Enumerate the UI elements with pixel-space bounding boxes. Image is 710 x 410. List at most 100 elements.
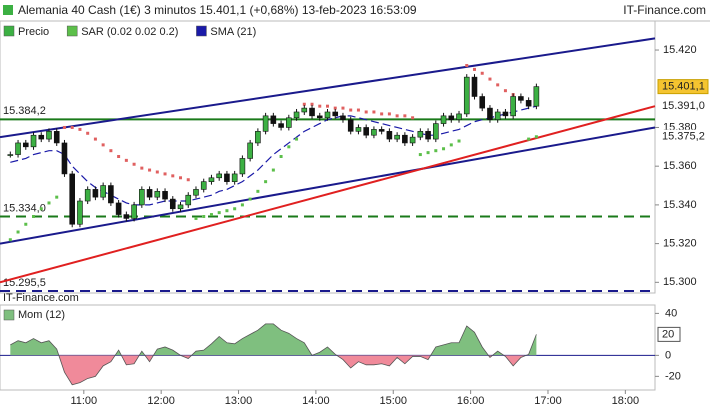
sar-dot <box>148 168 152 172</box>
candle-body <box>77 200 83 225</box>
trend-line <box>0 37 656 139</box>
sar-dot <box>387 112 391 116</box>
sar-dot <box>411 116 415 120</box>
watermark: IT-Finance.com <box>3 292 79 304</box>
sar-dot <box>78 127 82 131</box>
legend-label: SMA (21) <box>210 26 256 38</box>
candle-body <box>115 202 122 215</box>
x-tick-label: 13:00 <box>225 395 253 407</box>
candle-body <box>479 96 486 109</box>
sar-dot <box>225 209 229 213</box>
candle-body <box>131 204 137 219</box>
x-tick-label: 15:00 <box>379 395 407 407</box>
sar-dot <box>179 176 183 180</box>
candle-body <box>525 100 532 107</box>
sar-dot <box>163 172 167 176</box>
legend: Precio SAR (0.02 0.02 0.2) SMA (21) <box>3 25 256 38</box>
candle-body <box>123 214 130 219</box>
level-label: 15.384,2 <box>3 105 46 117</box>
sar-dot <box>171 174 175 178</box>
value-badge <box>658 129 708 144</box>
sar-dot <box>465 64 469 68</box>
sar-dot <box>534 135 538 139</box>
candle-body <box>22 142 29 148</box>
momentum-y-tick-label: 40 <box>665 307 677 319</box>
sar-dot <box>16 230 20 234</box>
y-tick-label: 15.320 <box>663 238 697 250</box>
candle-body <box>108 185 114 204</box>
sar-dot <box>326 104 329 108</box>
sar-dot <box>194 216 198 220</box>
candle-body <box>293 111 300 119</box>
candle-body <box>169 198 176 210</box>
sar-dot <box>472 67 476 71</box>
candle-body <box>154 191 161 198</box>
sar-dot <box>480 71 484 75</box>
sar-dot <box>124 158 128 162</box>
sar-dot <box>341 106 345 110</box>
candle-body <box>46 131 52 140</box>
sar-dot <box>240 203 244 207</box>
y-tick-label: 15.340 <box>663 199 697 211</box>
x-tick-label: 16:00 <box>457 395 485 407</box>
candle-body <box>7 154 14 156</box>
sar-dot <box>449 143 453 147</box>
sar-dot <box>434 149 438 153</box>
x-tick-label: 18:00 <box>612 395 640 407</box>
candle-body <box>286 117 292 128</box>
momentum-swatch <box>3 309 15 321</box>
momentum-y-tick-label: -20 <box>665 370 681 382</box>
sar-dot <box>117 155 121 158</box>
sar-dot <box>256 189 260 193</box>
candle-body <box>216 173 222 179</box>
sar-dot <box>488 77 492 81</box>
candle-body <box>309 107 315 117</box>
candle-body <box>146 189 153 198</box>
candle-body <box>533 86 540 107</box>
candle-body <box>247 142 253 159</box>
candle-body <box>255 131 261 144</box>
sar-dot <box>93 137 97 141</box>
candle-body <box>518 96 524 101</box>
sar-dot <box>442 147 446 151</box>
candle-body <box>463 76 470 115</box>
candle-body <box>433 123 439 140</box>
momentum-badge-label: 20 <box>662 328 674 340</box>
sar-dot <box>24 222 28 226</box>
sar-dot <box>279 155 283 158</box>
sar-dot <box>364 110 368 114</box>
candle-body <box>340 115 346 121</box>
momentum-area-negative <box>58 355 527 385</box>
sar-dot <box>140 166 144 170</box>
sar-dot <box>62 125 66 129</box>
value-badge-label: 15.391,0 <box>662 100 705 112</box>
candle-body <box>53 131 60 144</box>
candle-body <box>378 129 385 132</box>
sar-dot <box>155 170 159 174</box>
candle-body <box>84 189 91 202</box>
sar-dot <box>132 162 136 166</box>
candle-body <box>386 131 393 140</box>
candle-body <box>487 107 493 121</box>
sar-dot <box>372 110 376 114</box>
candle-body <box>139 189 145 206</box>
candle-body <box>301 107 308 113</box>
candle-body <box>100 185 106 198</box>
candle-body <box>371 129 377 136</box>
sar-dot <box>403 114 407 118</box>
sar-dot <box>264 180 268 184</box>
sar-dot <box>209 213 213 217</box>
candle-body <box>510 96 516 117</box>
x-tick-label: 12:00 <box>147 395 175 407</box>
sar-dot <box>186 178 190 182</box>
candle-body <box>456 113 462 121</box>
sar-dot <box>349 108 353 112</box>
sar-dot <box>496 83 500 87</box>
sar-dot <box>248 197 252 201</box>
candle-body <box>448 115 455 121</box>
momentum-badge <box>657 326 681 342</box>
sma-line <box>10 105 537 206</box>
sar-dot <box>271 168 275 172</box>
candle-body <box>278 123 284 128</box>
sar-dot <box>418 153 422 157</box>
